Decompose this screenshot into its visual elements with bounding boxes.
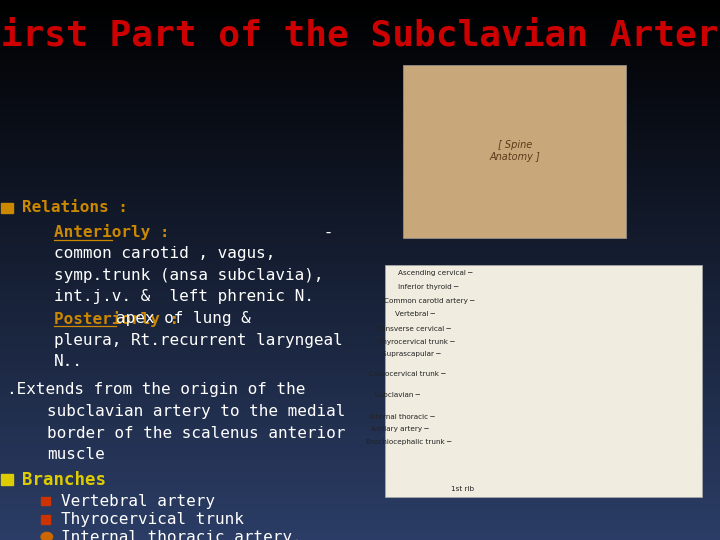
Text: [ Spine
Anatomy ]: [ Spine Anatomy ]	[490, 140, 540, 162]
Text: Suprascapular ─: Suprascapular ─	[382, 351, 440, 357]
Text: pleura, Rt.recurrent laryngeal: pleura, Rt.recurrent laryngeal	[54, 333, 343, 348]
Text: int.j.v. &  left phrenic N.: int.j.v. & left phrenic N.	[54, 289, 314, 305]
Text: Ascending cervical ─: Ascending cervical ─	[398, 269, 472, 276]
Bar	[1, 474, 13, 485]
Text: Inferior thyroid ─: Inferior thyroid ─	[398, 284, 459, 291]
Text: Thyrocervical trunk: Thyrocervical trunk	[61, 512, 244, 527]
Text: muscle: muscle	[47, 447, 104, 462]
Text: Internal thoracic artery.: Internal thoracic artery.	[61, 530, 302, 540]
FancyBboxPatch shape	[403, 65, 626, 238]
Text: Costocervical trunk ─: Costocervical trunk ─	[369, 370, 445, 377]
Text: 1st rib: 1st rib	[451, 486, 474, 492]
Bar	[1, 202, 13, 213]
Text: Internal thoracic ─: Internal thoracic ─	[369, 414, 434, 420]
Text: Posteriorly :: Posteriorly :	[54, 310, 189, 327]
Text: Thyrocervical trunk ─: Thyrocervical trunk ─	[378, 339, 454, 345]
FancyBboxPatch shape	[385, 265, 702, 497]
Text: Common carotid artery ─: Common carotid artery ─	[384, 298, 474, 304]
Text: Brachiocephalic trunk ─: Brachiocephalic trunk ─	[366, 438, 451, 445]
Text: -: -	[112, 225, 333, 240]
Bar	[41, 515, 50, 524]
Text: Axillary artery ─: Axillary artery ─	[371, 426, 428, 433]
Text: subclavian artery to the medial: subclavian artery to the medial	[47, 404, 345, 419]
Text: border of the scalenus anterior: border of the scalenus anterior	[47, 426, 345, 441]
Text: Relations :: Relations :	[22, 200, 127, 215]
Circle shape	[41, 532, 53, 540]
Text: Branches: Branches	[22, 470, 106, 489]
Text: common carotid , vagus,: common carotid , vagus,	[54, 246, 275, 261]
Text: Anteriorly :: Anteriorly :	[54, 224, 179, 240]
Text: Vertebral ─: Vertebral ─	[395, 311, 435, 318]
Text: apex of lung &: apex of lung &	[117, 311, 251, 326]
Text: N..: N..	[54, 354, 83, 369]
Text: Transverse cervical ─: Transverse cervical ─	[375, 326, 451, 333]
Text: symp.trunk (ansa subclavia),: symp.trunk (ansa subclavia),	[54, 268, 323, 283]
Text: Vertebral artery: Vertebral artery	[61, 494, 215, 509]
Text: First Part of the Subclavian Artery: First Part of the Subclavian Artery	[0, 17, 720, 53]
Text: .Extends from the origin of the: .Extends from the origin of the	[7, 382, 305, 397]
Bar	[41, 497, 50, 505]
Text: Subclavian ─: Subclavian ─	[374, 392, 420, 399]
